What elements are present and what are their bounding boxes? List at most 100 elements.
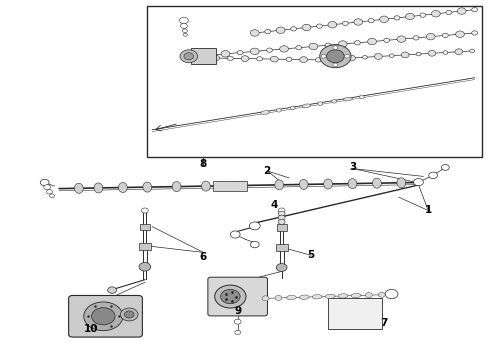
Circle shape xyxy=(368,38,376,45)
Text: 7: 7 xyxy=(381,319,388,328)
Circle shape xyxy=(328,22,337,28)
Circle shape xyxy=(318,102,323,105)
Circle shape xyxy=(250,48,259,55)
Ellipse shape xyxy=(172,181,181,192)
Circle shape xyxy=(394,16,400,20)
Circle shape xyxy=(309,43,318,50)
Bar xyxy=(140,224,150,230)
Circle shape xyxy=(432,10,440,17)
Circle shape xyxy=(192,53,200,59)
Circle shape xyxy=(290,106,295,110)
Circle shape xyxy=(472,31,478,35)
Circle shape xyxy=(397,36,406,42)
Circle shape xyxy=(184,53,194,60)
Ellipse shape xyxy=(312,294,322,299)
Circle shape xyxy=(429,172,438,179)
Ellipse shape xyxy=(299,179,308,189)
Ellipse shape xyxy=(287,295,296,300)
Circle shape xyxy=(414,179,423,186)
Circle shape xyxy=(456,31,465,37)
Ellipse shape xyxy=(302,104,311,108)
Circle shape xyxy=(108,287,117,293)
Circle shape xyxy=(241,56,249,62)
Bar xyxy=(147,6,482,157)
Circle shape xyxy=(227,56,233,60)
Circle shape xyxy=(359,95,364,99)
Circle shape xyxy=(354,19,363,25)
Circle shape xyxy=(374,54,382,59)
Circle shape xyxy=(221,51,230,57)
FancyBboxPatch shape xyxy=(69,296,143,337)
Circle shape xyxy=(317,24,322,28)
Text: 4: 4 xyxy=(270,200,278,210)
Circle shape xyxy=(347,55,355,61)
Circle shape xyxy=(84,302,123,330)
Circle shape xyxy=(441,165,449,170)
Circle shape xyxy=(249,222,260,230)
Circle shape xyxy=(413,36,419,40)
Circle shape xyxy=(325,43,331,48)
Circle shape xyxy=(354,41,360,45)
Text: 2: 2 xyxy=(263,166,270,176)
Circle shape xyxy=(442,33,448,37)
Ellipse shape xyxy=(74,183,83,193)
Circle shape xyxy=(472,8,478,12)
Text: 1: 1 xyxy=(425,206,432,216)
Circle shape xyxy=(44,185,50,190)
Circle shape xyxy=(286,57,292,62)
Circle shape xyxy=(332,99,337,103)
Circle shape xyxy=(275,296,282,301)
Text: 10: 10 xyxy=(84,324,98,334)
Circle shape xyxy=(212,55,220,61)
Circle shape xyxy=(276,108,281,112)
Circle shape xyxy=(457,8,466,14)
Circle shape xyxy=(321,54,326,58)
Circle shape xyxy=(278,215,285,220)
Circle shape xyxy=(280,46,289,52)
Circle shape xyxy=(316,58,321,62)
Circle shape xyxy=(235,330,241,334)
Circle shape xyxy=(250,241,259,248)
Ellipse shape xyxy=(351,293,361,298)
Circle shape xyxy=(278,220,285,225)
Ellipse shape xyxy=(338,294,348,298)
Bar xyxy=(213,181,247,191)
Circle shape xyxy=(180,23,187,28)
Circle shape xyxy=(276,264,287,271)
Bar xyxy=(191,48,216,64)
Circle shape xyxy=(296,45,302,50)
Circle shape xyxy=(333,46,338,49)
Circle shape xyxy=(368,18,374,23)
Ellipse shape xyxy=(397,178,406,188)
Circle shape xyxy=(47,190,52,194)
Ellipse shape xyxy=(299,295,309,299)
Circle shape xyxy=(182,29,187,33)
Ellipse shape xyxy=(338,55,347,61)
Circle shape xyxy=(142,208,148,213)
Circle shape xyxy=(443,51,448,54)
Ellipse shape xyxy=(94,183,103,193)
Circle shape xyxy=(343,21,348,26)
Circle shape xyxy=(215,285,246,308)
Circle shape xyxy=(257,57,263,61)
Circle shape xyxy=(380,16,389,22)
Ellipse shape xyxy=(372,178,381,188)
Circle shape xyxy=(384,38,390,42)
Bar xyxy=(277,225,287,231)
Circle shape xyxy=(446,10,452,14)
Text: 8: 8 xyxy=(200,159,207,169)
Circle shape xyxy=(278,211,285,216)
Ellipse shape xyxy=(324,179,332,189)
Bar xyxy=(276,244,288,251)
Circle shape xyxy=(40,179,49,186)
Bar xyxy=(139,243,151,250)
Circle shape xyxy=(92,308,115,325)
Circle shape xyxy=(428,50,436,56)
Circle shape xyxy=(366,293,372,298)
Circle shape xyxy=(230,231,240,238)
Circle shape xyxy=(333,63,338,67)
Circle shape xyxy=(406,13,415,20)
Ellipse shape xyxy=(275,180,284,190)
Circle shape xyxy=(262,296,269,301)
Circle shape xyxy=(300,57,308,63)
